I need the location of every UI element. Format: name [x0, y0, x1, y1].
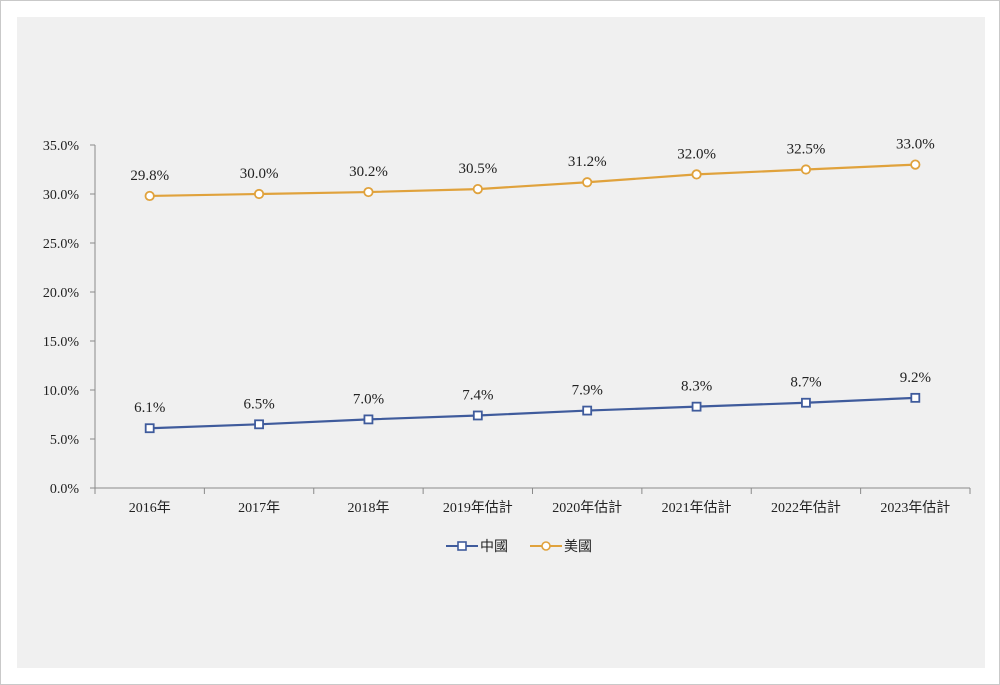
data-point	[691, 401, 702, 412]
data-label: 30.2%	[349, 164, 388, 180]
x-tick-label: 2021年估計	[662, 500, 732, 516]
data-point	[363, 186, 374, 198]
data-point	[801, 397, 811, 408]
data-point	[582, 405, 593, 416]
legend-label: 美國	[564, 539, 592, 555]
x-tick-label: 2023年估計	[880, 500, 950, 516]
data-label: 7.0%	[353, 391, 384, 407]
data-point	[254, 419, 264, 430]
x-tick-label: 2019年估計	[443, 500, 513, 516]
data-label: 31.2%	[568, 154, 607, 170]
y-tick-label: 15.0%	[43, 335, 80, 350]
legend-item: 中國	[446, 539, 508, 555]
series-china: 6.1% 6.5% 7.0% 7.4% 7.9% 8.3% 8.7% 9.2%	[134, 370, 931, 434]
data-point	[144, 190, 155, 202]
data-label: 8.3%	[681, 379, 712, 395]
x-tick-label: 2016年	[129, 500, 171, 516]
y-tick-label: 20.0%	[43, 286, 80, 301]
data-point	[144, 423, 155, 434]
series-line	[149, 396, 916, 430]
data-label: 7.9%	[572, 383, 603, 399]
legend-marker	[457, 541, 467, 551]
data-point	[472, 410, 483, 421]
data-label: 29.8%	[130, 168, 169, 184]
series-layer: 6.1% 6.5% 7.0% 7.4% 7.9% 8.3% 8.7% 9.2% 29.8% 30.…	[130, 137, 935, 434]
legend-item: 美國	[530, 539, 592, 555]
data-point	[253, 188, 265, 200]
y-tick-label: 0.0%	[50, 482, 80, 497]
axes: 0.0% 5.0% 10.0% 15.0% 20.0% 25.0% 30.0% 35.0% 20…	[43, 139, 971, 516]
data-label: 30.0%	[240, 166, 279, 182]
data-point	[910, 159, 921, 170]
y-tick-label: 35.0%	[43, 139, 80, 154]
chart-panel	[17, 17, 985, 668]
data-point	[363, 414, 374, 425]
data-point	[472, 184, 483, 195]
data-point	[691, 169, 702, 180]
x-tick-label: 2020年估計	[552, 500, 622, 516]
data-label: 33.0%	[896, 137, 935, 153]
data-label: 9.2%	[900, 370, 931, 386]
data-label: 7.4%	[462, 387, 493, 403]
data-point	[910, 392, 921, 403]
data-label: 32.5%	[787, 142, 826, 158]
data-label: 6.5%	[243, 396, 274, 412]
data-point	[800, 164, 812, 175]
y-tick-label: 25.0%	[43, 237, 80, 252]
data-point	[582, 177, 593, 188]
x-tick-label: 2022年估計	[771, 500, 841, 516]
x-tick-label: 2018年	[347, 500, 389, 516]
data-label: 32.0%	[677, 146, 716, 162]
legend-label: 中國	[480, 539, 508, 555]
y-tick-label: 5.0%	[50, 433, 80, 448]
legend-marker	[541, 541, 551, 551]
x-tick-label: 2017年	[238, 500, 280, 516]
series-line	[149, 163, 916, 198]
data-label: 30.5%	[458, 161, 497, 177]
data-label: 6.1%	[134, 400, 165, 416]
series-usa: 29.8% 30.0% 30.2% 30.5% 31.2% 32.0% 32.5% 33.0%	[130, 137, 935, 202]
y-tick-label: 30.0%	[43, 188, 80, 203]
y-tick-label: 10.0%	[43, 384, 80, 399]
data-label: 8.7%	[790, 375, 821, 391]
legend: 中國 美國	[446, 539, 592, 555]
